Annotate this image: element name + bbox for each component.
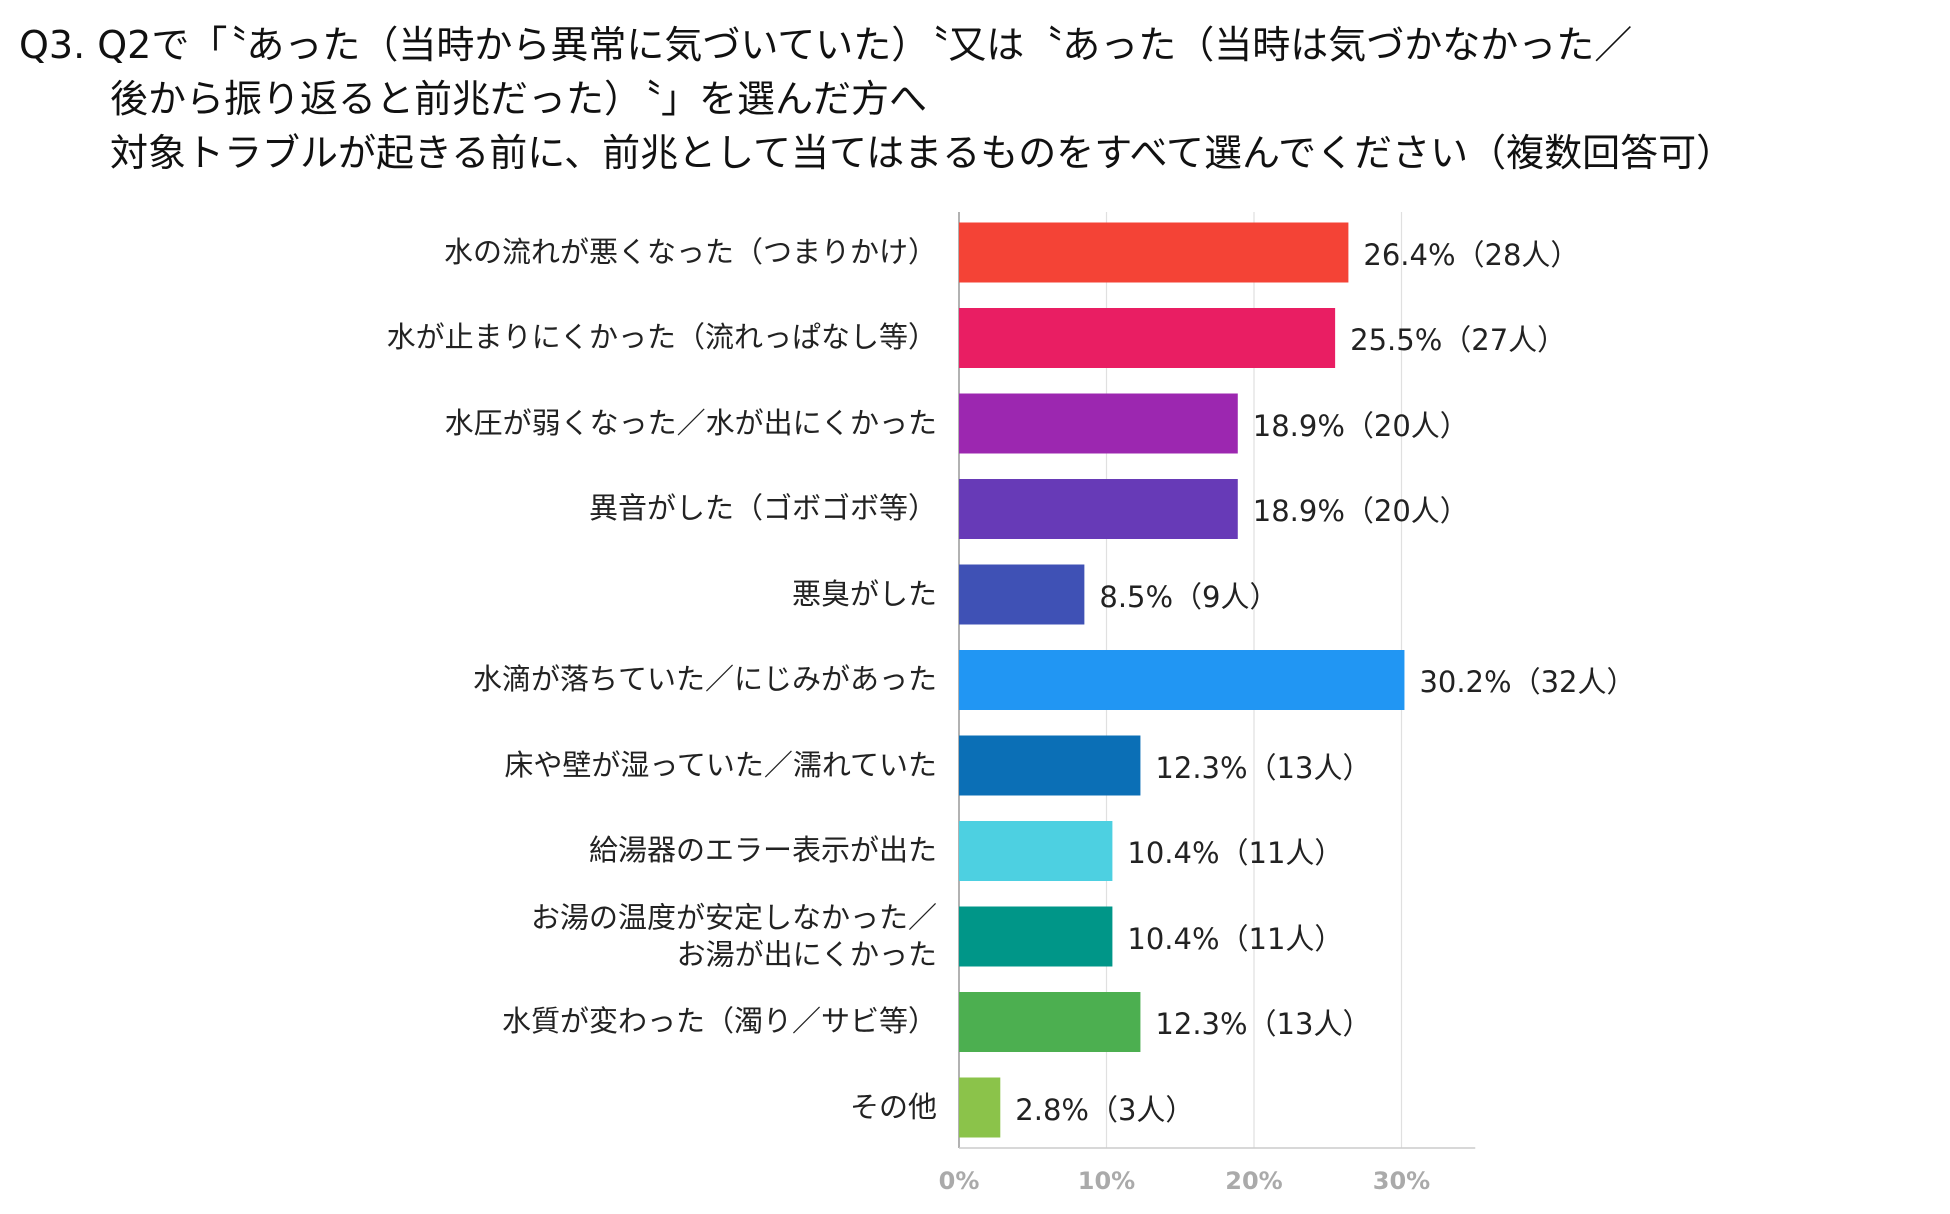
category-label: 床や壁が湿っていた／濡れていた: [504, 747, 937, 782]
category-label: お湯の温度が安定しなかった／ お湯が出にくかった: [530, 899, 937, 972]
bar: [959, 308, 1336, 368]
category-label: 水滴が落ちていた／にじみがあった: [472, 662, 937, 697]
chart-title: 後から振り返ると前兆だった）〝」を選んだ方へ: [110, 77, 928, 121]
value-label: 18.9%（20人）: [1252, 494, 1469, 528]
category-label: 異音がした（ゴボゴボ等）: [588, 491, 937, 526]
chart-title: Q3. Q2で「〝あった（当時から異常に気づいていた）〝又は〝あった（当時は気づ…: [19, 23, 1633, 67]
value-label: 25.5%（27人）: [1350, 323, 1567, 357]
category-label: 悪臭がした: [791, 576, 937, 611]
x-tick-label: 10%: [1078, 1167, 1135, 1195]
category-label: 給湯器のエラー表示が出た: [588, 833, 937, 868]
bar: [959, 222, 1349, 283]
value-label: 12.3%（13人）: [1155, 1007, 1372, 1041]
category-label: 水が止まりにくかった（流れっぱなし等）: [386, 320, 937, 355]
bar: [959, 564, 1085, 625]
bar: [959, 393, 1238, 454]
value-label: 2.8%（3人）: [1015, 1092, 1195, 1127]
category-label: その他: [849, 1089, 937, 1124]
value-label: 26.4%（28人）: [1363, 237, 1580, 272]
x-tick-label: 0%: [939, 1167, 980, 1195]
category-label: 水圧が弱くなった／水が出にくかった: [444, 405, 937, 440]
value-label: 10.4%（11人）: [1127, 921, 1344, 956]
value-label: 18.9%（20人）: [1252, 408, 1469, 443]
value-label: 30.2%（32人）: [1419, 665, 1636, 699]
value-label: 10.4%（11人）: [1127, 836, 1344, 870]
bar: [959, 821, 1113, 881]
bar: [959, 650, 1405, 710]
value-label: 8.5%（9人）: [1099, 579, 1279, 614]
x-tick-label: 30%: [1373, 1167, 1430, 1195]
bar: [959, 906, 1113, 967]
category-label: 水質が変わった（濁り／サビ等）: [501, 1004, 937, 1039]
chart-title: 対象トラブルが起きる前に、前兆として当てはまるものをすべて選んでください（複数回…: [110, 131, 1735, 175]
bar: [959, 479, 1238, 539]
bar: [959, 735, 1141, 796]
x-tick-label: 20%: [1225, 1167, 1282, 1195]
bar: [959, 1077, 1001, 1138]
category-label: 水の流れが悪くなった（つまりかけ）: [443, 234, 937, 269]
value-label: 12.3%（13人）: [1155, 750, 1372, 785]
bar: [959, 992, 1141, 1052]
